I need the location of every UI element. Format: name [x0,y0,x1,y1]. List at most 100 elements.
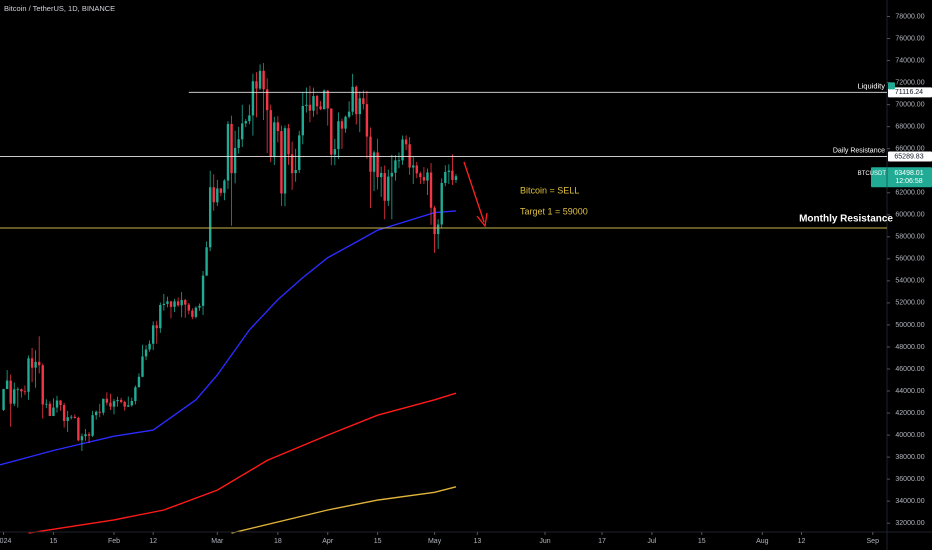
candle-body [433,207,436,235]
x-tick-label: Feb [108,538,120,545]
candle-body [322,90,326,110]
candle-body [62,405,66,421]
candle-body [226,123,230,181]
candle-body [312,96,315,111]
x-tick-label: May [428,538,442,545]
candle-body [379,173,383,178]
candle-body [20,389,23,392]
candle-body [401,139,404,161]
candle-body [130,401,134,406]
candle-body [344,116,347,129]
candle-body [219,188,223,193]
y-tick-label: 38000.00 [895,454,924,461]
level-price-box [888,151,932,162]
candle-body [294,170,297,174]
x-tick-label: 12 [149,538,157,545]
candle-body [355,86,358,115]
candle-body [412,165,415,168]
candle-body [429,172,433,208]
x-tick-label: 2024 [0,538,11,545]
candle-body [94,411,98,416]
candle-body [298,135,301,171]
candle-body [451,170,454,180]
candle-body [201,275,205,306]
candle-body [191,310,194,317]
candle-body [187,304,190,311]
candle-body [112,401,116,407]
candle-body [166,301,169,304]
candle-body [198,305,201,308]
candle-body [91,415,94,436]
y-tick-label: 48000.00 [895,344,924,351]
x-tick-label: 15 [374,538,382,545]
candle-body [223,180,226,193]
candle-body [276,122,280,132]
level-label: Daily Resistance [833,147,885,154]
y-tick-label: 78000.00 [895,13,924,20]
level-checkbox [888,82,895,90]
candle-body [162,303,166,305]
y-tick-label: 70000.00 [895,101,924,108]
candle-body [440,182,443,225]
y-tick-label: 44000.00 [895,388,924,395]
candle-body [301,105,304,136]
level-label: Liquidity [857,81,885,90]
candle-body [102,398,105,413]
candle-body [358,98,361,115]
candle-body [315,96,319,107]
candle-body [48,403,52,417]
y-tick-label: 34000.00 [895,498,924,505]
y-tick-label: 58000.00 [895,234,924,241]
candle-body [34,361,37,368]
candle-body [73,416,77,418]
candle-body [70,416,73,418]
candle-body [37,361,41,366]
candle-body [216,188,219,203]
candle-body [372,152,376,172]
candle-body [269,110,272,157]
candle-body [105,398,109,403]
last-price-label: 63498.01 [894,170,923,177]
candle-body [333,149,337,155]
candle-body [127,405,130,407]
moving-average [231,486,457,534]
candle-body [184,300,187,305]
candle-body [13,389,16,404]
y-tick-label: 56000.00 [895,256,924,263]
sell-arrow-head [476,212,488,228]
candle-body [9,380,12,404]
candle-body [419,173,422,178]
candle-body [23,391,27,393]
candle-body [123,402,126,407]
candle-body [394,160,397,173]
candle-body [148,343,151,350]
chart-title: Bitcoin / TetherUS, 1D, BINANCE [4,4,115,13]
candle-body [41,365,44,405]
candle-body [52,407,55,417]
moving-average [28,392,457,534]
candle-body [155,325,158,329]
candle-body [109,402,112,407]
candle-body [119,399,123,403]
candle-body [280,131,283,194]
candle-body [422,177,426,181]
candle-body [45,403,48,405]
x-tick-label: Mar [211,538,224,545]
candle-body [258,70,262,89]
candle-body [59,400,62,406]
candle-body [319,106,322,110]
last-price-countdown: 12:06:58 [895,178,922,185]
x-tick-label: 15 [50,538,58,545]
y-tick-label: 62000.00 [895,190,924,197]
candle-body [205,247,208,276]
candle-body [426,172,429,181]
candle-body [16,389,20,391]
candle-body [5,380,9,390]
candle-body [369,136,372,172]
candle-body [173,301,176,307]
y-tick-label: 76000.00 [895,35,924,42]
candle-body [80,436,84,441]
level-price-label: 65289.83 [894,153,923,160]
